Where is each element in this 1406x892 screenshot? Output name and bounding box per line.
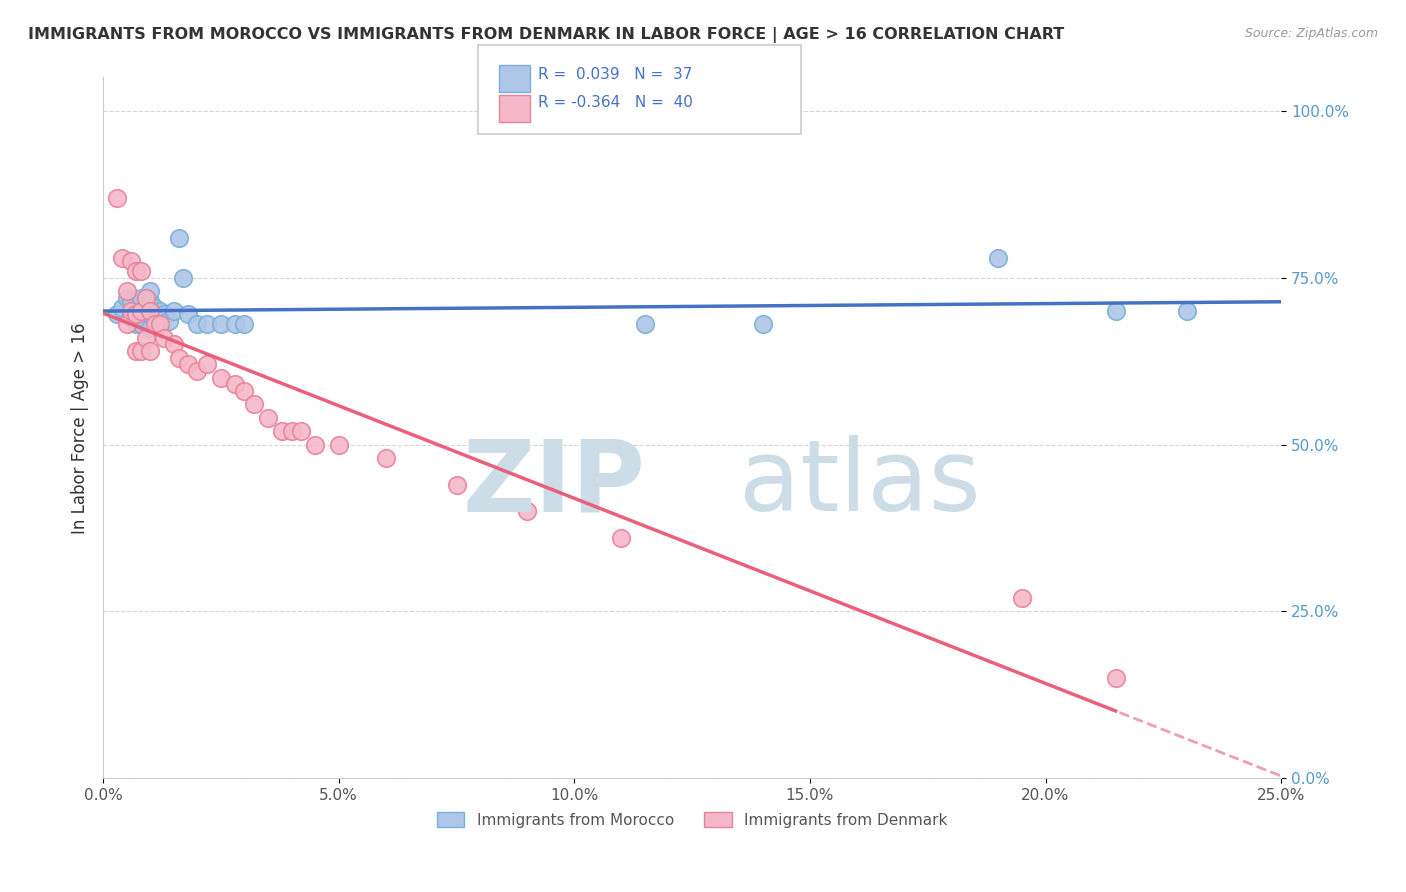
Point bbox=[177, 358, 200, 372]
Legend: Immigrants from Morocco, Immigrants from Denmark: Immigrants from Morocco, Immigrants from… bbox=[430, 805, 953, 834]
Point bbox=[233, 318, 256, 332]
Point bbox=[135, 331, 157, 345]
Point bbox=[120, 293, 142, 308]
Point bbox=[243, 397, 266, 411]
Point bbox=[120, 307, 142, 321]
Point bbox=[163, 304, 186, 318]
Point bbox=[129, 291, 152, 305]
Point bbox=[374, 450, 396, 465]
Point bbox=[105, 190, 128, 204]
Point bbox=[143, 301, 166, 315]
Point bbox=[105, 307, 128, 321]
Point bbox=[186, 364, 208, 378]
Point bbox=[129, 307, 152, 321]
Point bbox=[111, 301, 134, 315]
Point bbox=[153, 307, 176, 321]
Text: R = -0.364   N =  40: R = -0.364 N = 40 bbox=[538, 95, 693, 111]
Point bbox=[634, 318, 657, 332]
Point bbox=[233, 384, 256, 398]
Text: IMMIGRANTS FROM MOROCCO VS IMMIGRANTS FROM DENMARK IN LABOR FORCE | AGE > 16 COR: IMMIGRANTS FROM MOROCCO VS IMMIGRANTS FR… bbox=[28, 27, 1064, 43]
Text: ZIP: ZIP bbox=[463, 435, 645, 533]
Point bbox=[129, 304, 152, 318]
Point bbox=[139, 293, 162, 308]
Point bbox=[129, 344, 152, 359]
Point bbox=[115, 291, 138, 305]
Point bbox=[149, 318, 172, 332]
Point bbox=[115, 318, 138, 332]
Point bbox=[135, 291, 157, 305]
Point bbox=[149, 304, 172, 318]
Y-axis label: In Labor Force | Age > 16: In Labor Force | Age > 16 bbox=[72, 322, 89, 533]
Point bbox=[129, 264, 152, 278]
Point bbox=[271, 424, 294, 438]
Point bbox=[516, 504, 538, 518]
Point bbox=[1105, 304, 1128, 318]
Text: atlas: atlas bbox=[740, 435, 981, 533]
Point bbox=[111, 251, 134, 265]
Point bbox=[135, 291, 157, 305]
Point bbox=[209, 371, 232, 385]
Point bbox=[280, 424, 302, 438]
Point bbox=[186, 318, 208, 332]
Point bbox=[257, 410, 280, 425]
Text: Source: ZipAtlas.com: Source: ZipAtlas.com bbox=[1244, 27, 1378, 40]
Point bbox=[446, 477, 468, 491]
Point bbox=[167, 351, 190, 365]
Point bbox=[153, 331, 176, 345]
Point bbox=[752, 318, 775, 332]
Text: R =  0.039   N =  37: R = 0.039 N = 37 bbox=[538, 67, 693, 82]
Point bbox=[195, 358, 218, 372]
Point bbox=[115, 284, 138, 298]
Point bbox=[125, 304, 148, 318]
Point bbox=[120, 254, 142, 268]
Point bbox=[1105, 671, 1128, 685]
Point bbox=[163, 337, 186, 351]
Point bbox=[177, 307, 200, 321]
Point bbox=[195, 318, 218, 332]
Point bbox=[125, 318, 148, 332]
Point bbox=[125, 264, 148, 278]
Point bbox=[167, 230, 190, 244]
Point bbox=[290, 424, 312, 438]
Point bbox=[610, 531, 633, 545]
Point bbox=[157, 314, 180, 328]
Point bbox=[328, 437, 350, 451]
Point bbox=[125, 307, 148, 321]
Point bbox=[125, 344, 148, 359]
Point bbox=[224, 318, 246, 332]
Point bbox=[139, 284, 162, 298]
Point bbox=[987, 251, 1010, 265]
Point bbox=[143, 314, 166, 328]
Point bbox=[143, 318, 166, 332]
Point bbox=[209, 318, 232, 332]
Point bbox=[304, 437, 326, 451]
Point bbox=[135, 304, 157, 318]
Point bbox=[139, 320, 162, 334]
Point bbox=[135, 314, 157, 328]
Point bbox=[129, 318, 152, 332]
Point bbox=[120, 304, 142, 318]
Point bbox=[1175, 304, 1198, 318]
Point bbox=[1011, 591, 1033, 605]
Point bbox=[139, 344, 162, 359]
Point bbox=[139, 307, 162, 321]
Point bbox=[224, 377, 246, 392]
Point bbox=[139, 304, 162, 318]
Point bbox=[172, 270, 194, 285]
Point bbox=[149, 318, 172, 332]
